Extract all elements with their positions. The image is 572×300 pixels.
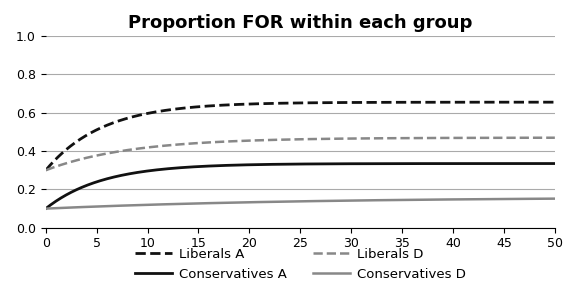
Conservatives A (539, 162, 546, 165)
Conservatives A (551, 162, 558, 165)
Conservatives A (42, 207, 49, 210)
Conservatives D (459, 197, 466, 201)
Liberals A (551, 100, 558, 104)
Conservatives D (318, 199, 325, 203)
Liberals D (284, 138, 291, 141)
Conservatives D (287, 200, 294, 203)
Conservatives D (284, 200, 291, 203)
Liberals D (287, 138, 294, 141)
Liberals D (345, 137, 352, 140)
Title: Proportion FOR within each group: Proportion FOR within each group (128, 14, 472, 32)
Conservatives A (459, 162, 466, 165)
Line: Liberals A: Liberals A (46, 102, 555, 170)
Liberals D (318, 137, 325, 141)
Liberals D (42, 168, 49, 172)
Liberals D (551, 136, 558, 140)
Line: Conservatives A: Conservatives A (46, 164, 555, 208)
Conservatives D (345, 199, 352, 202)
Liberals D (539, 136, 546, 140)
Liberals A (459, 100, 466, 104)
Conservatives A (318, 162, 325, 166)
Conservatives A (284, 162, 291, 166)
Conservatives A (287, 162, 294, 166)
Liberals A (42, 168, 49, 172)
Conservatives D (551, 197, 558, 200)
Line: Liberals D: Liberals D (46, 138, 555, 170)
Liberals A (287, 101, 294, 105)
Liberals A (284, 101, 291, 105)
Liberals D (459, 136, 466, 140)
Conservatives D (42, 207, 49, 210)
Conservatives A (345, 162, 352, 166)
Liberals A (318, 101, 325, 104)
Liberals A (345, 101, 352, 104)
Conservatives D (539, 197, 546, 200)
Legend: Liberals A, Conservatives A, Liberals D, Conservatives D: Liberals A, Conservatives A, Liberals D,… (130, 242, 471, 286)
Line: Conservatives D: Conservatives D (46, 199, 555, 208)
Liberals A (539, 100, 546, 104)
